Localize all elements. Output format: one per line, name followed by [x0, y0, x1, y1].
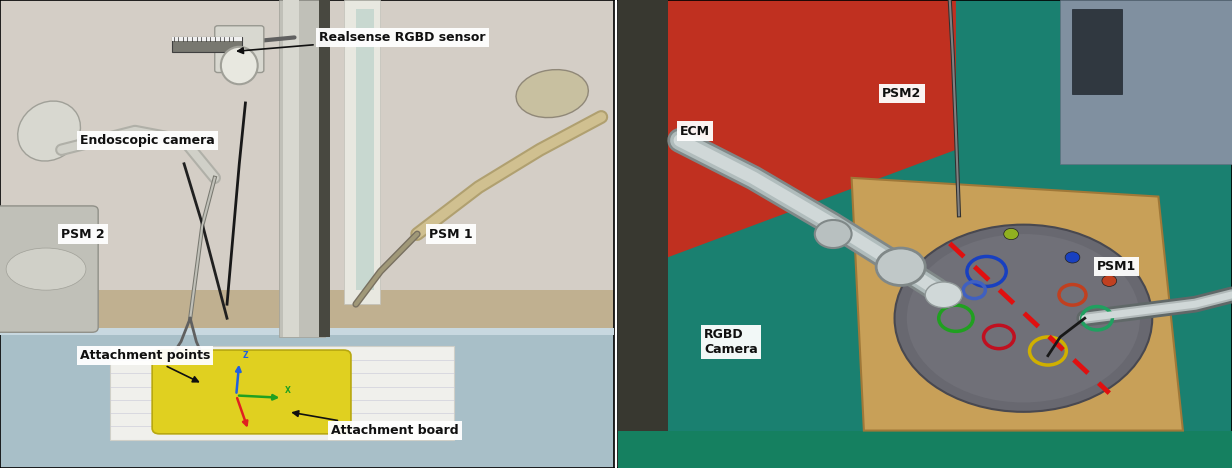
- Ellipse shape: [907, 234, 1140, 402]
- Circle shape: [1101, 275, 1116, 286]
- Text: PSM 2: PSM 2: [62, 227, 105, 241]
- Ellipse shape: [17, 101, 80, 161]
- Text: RGBD
Camera: RGBD Camera: [705, 328, 758, 356]
- FancyBboxPatch shape: [171, 37, 243, 52]
- Circle shape: [876, 248, 925, 285]
- Text: Attachment points: Attachment points: [80, 349, 211, 382]
- FancyBboxPatch shape: [618, 0, 1232, 468]
- Text: Endoscopic camera: Endoscopic camera: [80, 134, 214, 147]
- Ellipse shape: [6, 248, 86, 290]
- FancyBboxPatch shape: [319, 0, 330, 337]
- FancyBboxPatch shape: [0, 328, 614, 468]
- FancyBboxPatch shape: [283, 0, 299, 337]
- Text: Attachment board: Attachment board: [293, 411, 460, 437]
- Polygon shape: [851, 178, 1183, 431]
- Polygon shape: [668, 0, 956, 257]
- FancyBboxPatch shape: [344, 0, 381, 304]
- Text: PSM1: PSM1: [1096, 260, 1136, 273]
- Text: Realsense RGBD sensor: Realsense RGBD sensor: [238, 31, 485, 53]
- Text: PSM2: PSM2: [882, 87, 922, 100]
- FancyBboxPatch shape: [618, 431, 1232, 468]
- Text: X: X: [286, 386, 291, 395]
- FancyBboxPatch shape: [0, 0, 614, 290]
- Circle shape: [1004, 228, 1019, 240]
- FancyBboxPatch shape: [618, 0, 668, 468]
- FancyBboxPatch shape: [356, 9, 375, 290]
- FancyBboxPatch shape: [280, 0, 325, 337]
- Circle shape: [814, 220, 851, 248]
- FancyBboxPatch shape: [153, 350, 351, 434]
- FancyBboxPatch shape: [171, 37, 243, 41]
- Text: PSM 1: PSM 1: [430, 227, 473, 241]
- Ellipse shape: [894, 225, 1152, 412]
- Ellipse shape: [925, 282, 962, 308]
- Ellipse shape: [221, 47, 257, 84]
- FancyBboxPatch shape: [111, 346, 455, 440]
- Text: Z: Z: [243, 351, 248, 360]
- Text: ECM: ECM: [680, 124, 710, 138]
- FancyBboxPatch shape: [1073, 9, 1121, 94]
- Ellipse shape: [516, 70, 589, 117]
- FancyBboxPatch shape: [1061, 0, 1232, 164]
- FancyBboxPatch shape: [214, 26, 264, 73]
- Circle shape: [1066, 252, 1079, 263]
- FancyBboxPatch shape: [0, 328, 614, 335]
- FancyBboxPatch shape: [0, 206, 99, 332]
- FancyBboxPatch shape: [0, 290, 614, 468]
